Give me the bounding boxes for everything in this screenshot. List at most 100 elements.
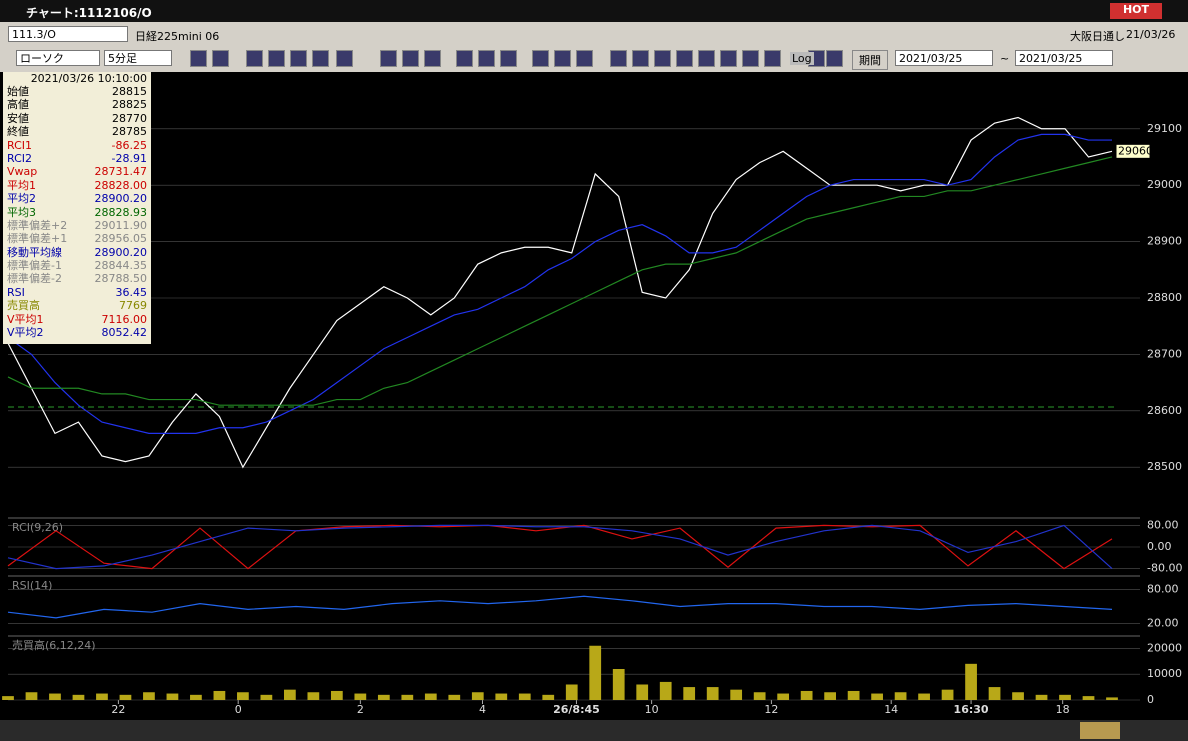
tool-icon[interactable] <box>742 50 759 67</box>
volume-bar <box>753 692 766 700</box>
volume-bar <box>565 684 578 700</box>
volume-bar <box>1082 696 1095 700</box>
info-value: 28785 <box>112 125 147 139</box>
info-label: 平均3 <box>7 205 36 219</box>
series-line <box>7 524 1113 570</box>
volume-bar <box>730 689 743 700</box>
date-to[interactable]: 2021/03/25 <box>1015 50 1113 66</box>
tool-icon[interactable] <box>654 50 671 67</box>
tool-icon[interactable] <box>424 50 441 67</box>
info-value: -28.91 <box>111 151 147 165</box>
volume-bar <box>213 690 226 700</box>
last-price-label: 29060 <box>1118 144 1153 157</box>
info-label: V平均1 <box>7 312 44 326</box>
volume-bar <box>1012 692 1024 700</box>
info-label: RSI <box>7 285 25 299</box>
y-tick-label: 0.00 <box>1147 540 1172 553</box>
volume-bar <box>284 689 296 700</box>
info-panel: 2021/03/26 10:10:00 始値 28815 高値 28825 安値 2877… <box>3 72 151 344</box>
interval-select[interactable]: 5分足 <box>104 50 172 66</box>
y-tick-label: 28600 <box>1147 404 1182 417</box>
chart-kind-select[interactable]: ローソク <box>16 50 100 66</box>
volume-bar <box>941 689 954 700</box>
info-label: 平均2 <box>7 192 36 206</box>
info-label: RCI2 <box>7 151 33 165</box>
date: 21/03/26 <box>1126 28 1176 41</box>
panel-title: 売買高(6,12,24) <box>12 638 96 652</box>
y-tick-label: 20.00 <box>1147 617 1179 630</box>
volume-bar <box>307 692 320 700</box>
info-label: 始値 <box>7 85 29 98</box>
y-tick-label: -80.00 <box>1147 562 1182 575</box>
tool-icon[interactable] <box>720 50 737 67</box>
info-row: 標準偏差+1 28956.05 <box>3 232 151 245</box>
info-label: 平均1 <box>7 178 36 192</box>
tool-icon[interactable] <box>478 50 495 67</box>
y-tick-label: 80.00 <box>1147 518 1179 531</box>
tool-icon[interactable] <box>698 50 715 67</box>
tool-icon[interactable] <box>676 50 693 67</box>
info-row: 始値 28815 <box>3 85 151 98</box>
volume-bar <box>706 687 719 700</box>
volume-bar <box>471 692 484 700</box>
volume-bar <box>800 690 813 700</box>
period-button[interactable]: 期間 <box>852 50 888 70</box>
y-tick-label: 29100 <box>1147 122 1182 135</box>
volume-bar <box>636 684 649 700</box>
info-label: 標準偏差+2 <box>7 218 68 232</box>
volume-bar <box>166 693 179 700</box>
info-value: 7769 <box>119 299 147 313</box>
x-tick-label: 16:30 <box>954 703 989 716</box>
tool-icon[interactable] <box>380 50 397 67</box>
exchange: 大阪日通し <box>1070 30 1125 43</box>
tool-icon[interactable] <box>402 50 419 67</box>
info-label: 標準偏差+1 <box>7 232 68 246</box>
code-field[interactable]: 111.3/O <box>8 26 128 42</box>
title-bar: チャート:1112106/O HOT <box>0 0 1188 22</box>
tool-icon[interactable] <box>456 50 473 67</box>
date-from[interactable]: 2021/03/25 <box>895 50 993 66</box>
info-label: 標準偏差-1 <box>7 259 62 273</box>
tool-icon[interactable] <box>312 50 329 67</box>
y-tick-label: 28500 <box>1147 460 1182 473</box>
volume-bar <box>542 694 555 700</box>
info-label: V平均2 <box>7 326 44 340</box>
info-row: Vwap 28731.47 <box>3 165 151 178</box>
hot-button[interactable]: HOT <box>1110 3 1162 19</box>
y-tick-label: 28700 <box>1147 347 1182 360</box>
y-tick-label: 0 <box>1147 693 1154 706</box>
series-line <box>7 156 1113 406</box>
info-row: 標準偏差-1 28844.35 <box>3 259 151 272</box>
tool-icon[interactable] <box>212 50 229 67</box>
info-value: 36.45 <box>115 285 148 299</box>
info-value: 28900.20 <box>94 192 148 206</box>
tool-icon[interactable] <box>268 50 285 67</box>
tool-icon[interactable] <box>632 50 649 67</box>
tool-icon[interactable] <box>554 50 571 67</box>
volume-bar <box>495 693 508 700</box>
info-row: 平均1 28828.00 <box>3 179 151 192</box>
info-value: 28828.93 <box>94 205 148 219</box>
tool-icon[interactable] <box>246 50 263 67</box>
y-tick-label: 28900 <box>1147 235 1182 248</box>
info-label: 終値 <box>7 125 29 139</box>
volume-bar <box>119 694 132 700</box>
tool-icon[interactable] <box>826 50 843 67</box>
tool-icon[interactable] <box>336 50 353 67</box>
tool-icon[interactable] <box>500 50 517 67</box>
tool-icon[interactable] <box>190 50 207 67</box>
info-row: 安値 28770 <box>3 112 151 125</box>
tool-icon[interactable] <box>532 50 549 67</box>
tool-icon[interactable] <box>576 50 593 67</box>
volume-bar <box>918 693 930 700</box>
log-button[interactable]: Log <box>790 52 814 65</box>
info-value: 28828.00 <box>94 178 148 192</box>
x-tick-label: 2 <box>357 703 364 716</box>
tool-icon[interactable] <box>290 50 307 67</box>
tool-icon[interactable] <box>610 50 627 67</box>
info-row: RCI2 -28.91 <box>3 152 151 165</box>
tool-icon[interactable] <box>764 50 781 67</box>
volume-bar <box>2 696 14 700</box>
info-value: 8052.42 <box>101 326 148 340</box>
